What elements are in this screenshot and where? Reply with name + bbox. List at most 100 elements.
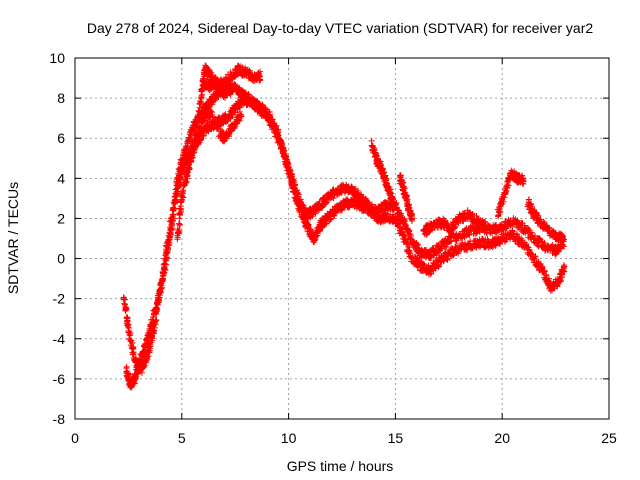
y-tick-label: -8: [53, 411, 66, 427]
data-point: [156, 294, 163, 301]
chart-title: Day 278 of 2024, Sidereal Day-to-day VTE…: [87, 20, 593, 36]
y-tick-label: -2: [53, 291, 66, 307]
data-point: [158, 282, 165, 289]
data-point: [144, 354, 151, 361]
data-point: [209, 101, 216, 108]
y-axis-label: SDTVAR / TECUs: [5, 182, 21, 294]
grid-lines: [75, 58, 609, 419]
data-point: [259, 101, 266, 108]
data-point: [132, 374, 139, 381]
data-point: [140, 349, 147, 356]
data-point: [122, 307, 129, 314]
data-point: [159, 277, 166, 284]
data-point: [129, 339, 136, 346]
plot-frame: [74, 57, 610, 420]
data-points: [120, 62, 568, 391]
data-point: [140, 364, 147, 371]
x-tick-label: 0: [71, 430, 79, 446]
data-point: [269, 116, 276, 123]
data-point: [397, 220, 404, 227]
data-point: [153, 305, 160, 312]
data-point: [175, 182, 182, 189]
x-tick-label: 20: [494, 430, 510, 446]
data-point: [122, 296, 129, 303]
data-point: [129, 351, 136, 358]
data-point: [165, 246, 172, 253]
data-point: [127, 332, 134, 339]
data-point: [275, 132, 282, 139]
data-point: [187, 135, 194, 142]
data-point: [175, 220, 182, 227]
data-point: [130, 344, 137, 351]
y-tick-label: 6: [57, 130, 65, 146]
x-axis-label: GPS time / hours: [287, 458, 394, 474]
data-point: [154, 300, 161, 307]
axis-ticks: 0 5 10 15 20 25 -8 -6 -4 -2 0 2 4 6 8 10: [49, 50, 617, 446]
data-point: [279, 140, 286, 147]
data-point: [251, 96, 258, 103]
data-point: [163, 255, 170, 262]
data-point: [330, 195, 337, 202]
data-point: [266, 111, 273, 118]
data-point: [514, 217, 521, 224]
data-point: [348, 183, 355, 190]
data-point: [215, 93, 222, 100]
data-point: [125, 372, 132, 379]
data-point: [139, 353, 146, 360]
data-point: [292, 187, 299, 194]
x-tick-label: 5: [178, 430, 186, 446]
data-point: [313, 233, 320, 240]
y-tick-label: -4: [53, 331, 66, 347]
data-point: [123, 305, 130, 312]
data-point: [301, 213, 308, 220]
y-tick-label: 4: [57, 170, 65, 186]
data-point: [534, 242, 541, 249]
data-point: [130, 350, 137, 357]
x-tick-label: 25: [601, 430, 617, 446]
data-point: [262, 105, 269, 112]
data-point: [121, 300, 128, 307]
data-point: [138, 357, 145, 364]
data-point: [407, 231, 414, 238]
data-point: [249, 97, 256, 104]
data-point: [169, 220, 176, 227]
data-point: [263, 106, 270, 113]
data-point: [128, 337, 135, 344]
data-point: [179, 166, 186, 173]
data-point: [384, 210, 391, 217]
y-tick-label: 10: [49, 50, 65, 66]
y-tick-label: 0: [57, 251, 65, 267]
data-point: [153, 306, 160, 313]
data-point: [402, 222, 409, 229]
y-tick-label: 8: [57, 90, 65, 106]
data-point: [401, 233, 408, 240]
data-point: [172, 198, 179, 205]
data-point: [161, 266, 168, 273]
data-point: [162, 267, 169, 274]
data-point: [398, 225, 405, 232]
data-point: [282, 152, 289, 159]
data-point: [561, 243, 568, 250]
data-point: [404, 239, 411, 246]
data-point: [136, 363, 143, 370]
data-point: [144, 341, 151, 348]
data-point: [133, 373, 140, 380]
data-point: [200, 132, 207, 139]
data-point: [285, 166, 292, 173]
y-tick-label: 2: [57, 210, 65, 226]
data-point: [295, 191, 302, 198]
data-point: [413, 241, 420, 248]
data-point: [168, 227, 175, 234]
data-point: [237, 102, 244, 109]
data-point: [406, 247, 413, 254]
y-tick-label: -6: [53, 371, 66, 387]
data-point: [121, 301, 128, 308]
data-point: [280, 145, 287, 152]
data-point: [149, 333, 156, 340]
data-point: [415, 241, 422, 248]
data-point: [327, 215, 334, 222]
data-point: [147, 330, 154, 337]
x-tick-label: 10: [281, 430, 297, 446]
x-tick-label: 15: [388, 430, 404, 446]
